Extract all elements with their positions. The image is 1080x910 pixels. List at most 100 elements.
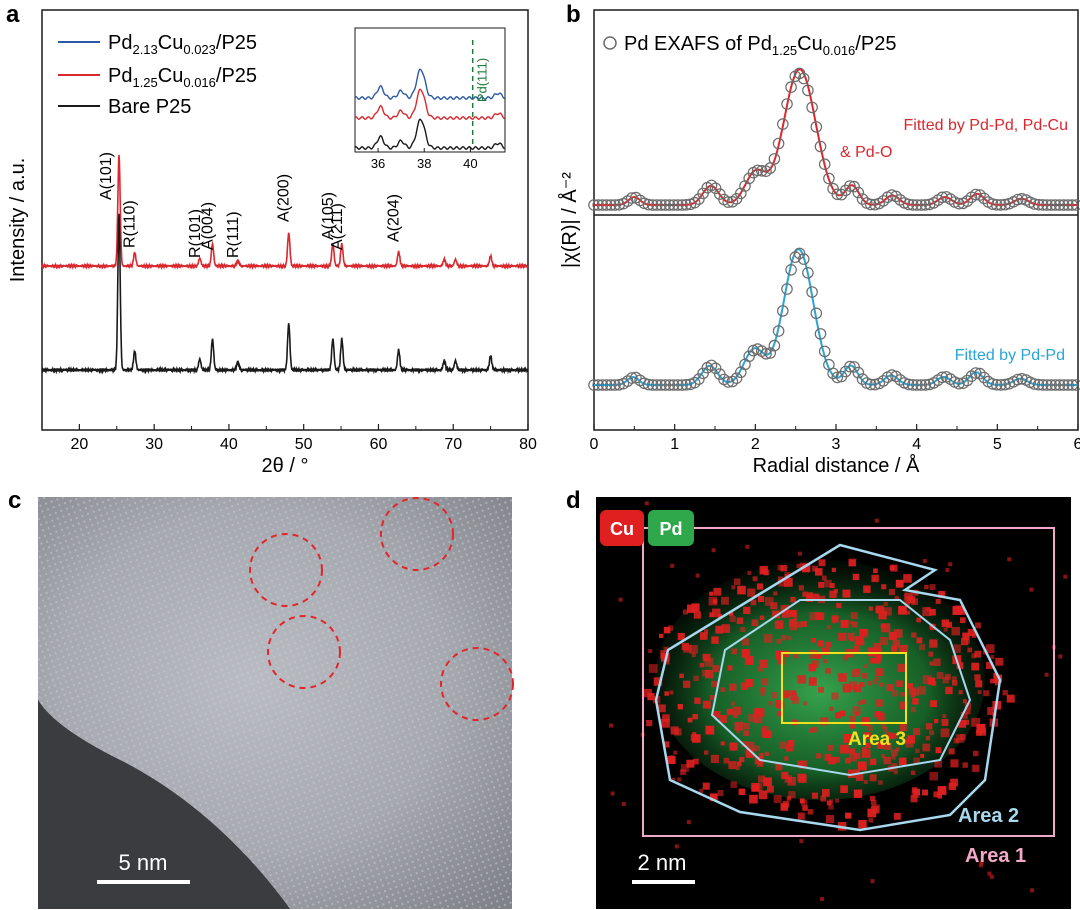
cu-signal-pixel — [935, 598, 941, 604]
exafs-data-point-upper — [600, 199, 613, 211]
cu-signal-pixel — [875, 607, 880, 613]
cu-signal-pixel — [728, 761, 737, 770]
peak-label: R(110) — [122, 200, 139, 248]
exafs-data-point-lower — [625, 372, 638, 384]
cu-signal-pixel — [843, 733, 853, 743]
exafs-data-point-lower — [588, 379, 600, 391]
cu-signal-pixel — [974, 650, 982, 658]
cu-signal-pixel — [731, 585, 736, 590]
cu-signal-pixel — [987, 871, 992, 876]
cu-signal-pixel — [826, 815, 835, 824]
cu-signal-pixel — [962, 762, 968, 768]
cu-signal-pixel — [890, 564, 898, 572]
cu-signal-pixel — [609, 723, 614, 728]
cu-signal-pixel — [667, 625, 674, 631]
area-2-label: Area 2 — [958, 805, 1019, 827]
cu-signal-pixel — [867, 681, 872, 686]
cu-signal-pixel — [787, 635, 792, 640]
cu-signal-pixel — [803, 701, 808, 706]
scale-bar-label-c: 5 nm — [119, 850, 168, 875]
cu-signal-pixel — [704, 750, 709, 755]
cu-signal-pixel — [671, 777, 676, 782]
exafs-data-point-lower — [974, 367, 986, 380]
exafs-data-point-lower — [911, 379, 923, 391]
exafs-data-point-lower — [600, 379, 613, 391]
cu-signal-pixel — [894, 596, 900, 601]
cu-signal-pixel — [877, 712, 885, 721]
cu-signal-pixel — [863, 585, 871, 593]
cu-signal-pixel — [710, 793, 718, 802]
peak-label: A(211) — [329, 203, 346, 250]
exafs-data-point-upper — [1032, 198, 1045, 211]
cu-signal-pixel — [958, 719, 967, 728]
x-axis-label-a: 2θ / ° — [262, 455, 309, 477]
cu-signal-pixel — [741, 638, 750, 646]
cu-signal-pixel — [892, 639, 900, 648]
exafs-data-point-lower — [642, 378, 655, 391]
panel-c: c 5 nm — [8, 487, 514, 909]
cu-signal-pixel — [980, 727, 986, 733]
exafs-data-point-upper — [1037, 199, 1049, 211]
cu-signal-pixel — [677, 704, 683, 710]
inset-curve-series-3 — [354, 118, 505, 151]
exafs-data-point-lower — [676, 379, 688, 391]
cu-signal-pixel — [967, 647, 973, 653]
cu-signal-pixel — [763, 634, 773, 643]
cu-signal-pixel — [746, 741, 755, 750]
cu-signal-pixel — [689, 645, 698, 654]
exafs-data-point-upper — [961, 195, 974, 207]
cu-signal-pixel — [711, 636, 719, 644]
cu-signal-pixel — [937, 794, 942, 799]
cu-signal-pixel — [660, 718, 670, 728]
cu-signal-pixel — [702, 669, 709, 677]
cu-signal-pixel — [751, 619, 759, 627]
cu-signal-pixel — [915, 748, 920, 753]
cu-signal-pixel — [663, 626, 671, 634]
cu-signal-pixel — [825, 668, 831, 674]
fit-label-upper-line2: & Pd-O — [840, 144, 892, 161]
pd111-marker-label: Pd(111) — [475, 58, 490, 102]
x-tick-label-a: 80 — [519, 436, 537, 453]
x-tick-label-b: 0 — [590, 436, 599, 453]
cu-signal-pixel — [903, 574, 912, 583]
cu-signal-pixel — [758, 790, 768, 800]
cu-signal-pixel — [763, 569, 770, 576]
cu-signal-pixel — [786, 744, 794, 752]
cu-signal-pixel — [1030, 888, 1035, 893]
cu-signal-pixel — [738, 788, 745, 795]
cu-signal-pixel — [790, 693, 798, 701]
cu-signal-pixel — [908, 687, 916, 695]
exafs-data-point-upper — [1058, 199, 1070, 211]
cu-signal-pixel — [719, 715, 727, 723]
cu-signal-pixel — [811, 726, 818, 733]
cu-signal-pixel — [781, 635, 787, 641]
cu-signal-pixel — [840, 744, 849, 754]
exafs-data-point-upper — [797, 72, 810, 85]
cu-signal-pixel — [777, 711, 783, 717]
exafs-data-point-upper — [1070, 199, 1080, 211]
cu-signal-pixel — [857, 700, 862, 705]
stem-image-lattice — [38, 497, 512, 909]
exafs-data-point-upper — [919, 199, 932, 211]
cu-signal-pixel — [940, 728, 950, 738]
cu-signal-pixel — [983, 690, 990, 697]
cu-signal-pixel — [761, 678, 769, 686]
cu-signal-pixel — [653, 677, 663, 686]
cu-signal-pixel — [712, 665, 720, 673]
cu-signal-pixel — [861, 717, 870, 726]
exafs-data-point-lower — [802, 266, 814, 279]
cu-signal-pixel — [744, 656, 754, 665]
cu-signal-pixel — [733, 578, 741, 586]
cu-signal-pixel — [720, 741, 725, 746]
cu-signal-pixel — [754, 745, 760, 752]
cu-signal-pixel — [692, 734, 701, 743]
area-3-label: Area 3 — [848, 729, 906, 750]
cu-signal-pixel — [692, 714, 698, 720]
highlight-circle — [249, 533, 323, 607]
cu-signal-pixel — [933, 791, 940, 798]
inset-a: 36 38 40 Pd(111) — [354, 27, 506, 171]
cu-signal-pixel — [693, 611, 701, 619]
cu-signal-pixel — [891, 755, 896, 760]
cu-signal-pixel — [798, 760, 808, 769]
